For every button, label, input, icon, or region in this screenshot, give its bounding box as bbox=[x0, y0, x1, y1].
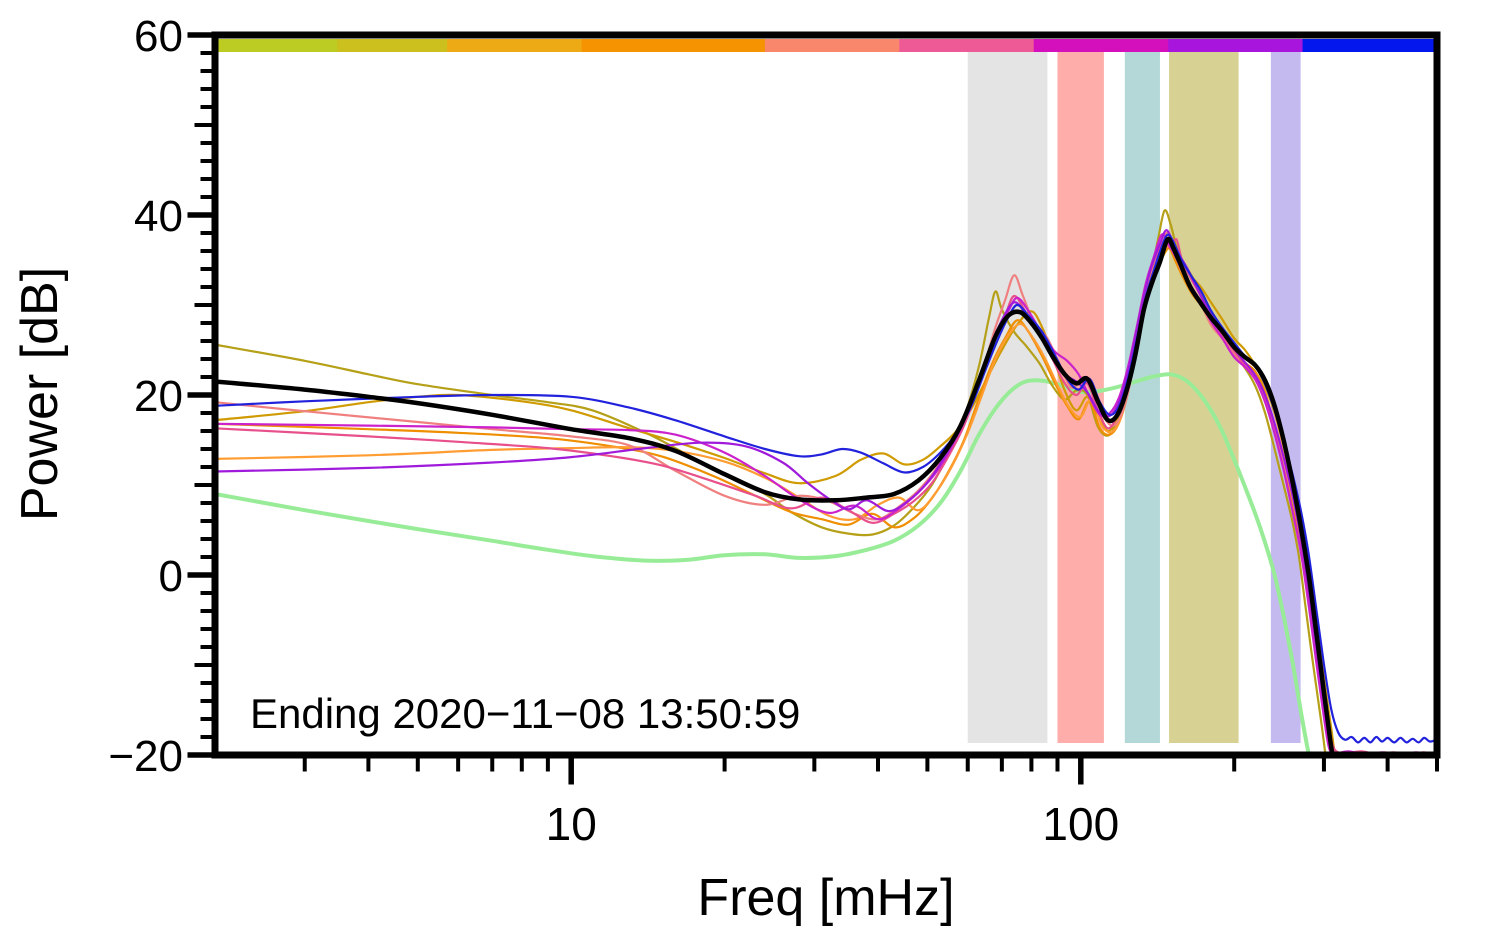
series-line-segment-purple bbox=[215, 229, 1333, 755]
x-tick-label: 10 bbox=[546, 798, 597, 850]
time-colorbar-segment-5 bbox=[899, 39, 1035, 52]
series-line-mean-spectrum-black bbox=[215, 236, 1335, 755]
y-tick-label: 60 bbox=[134, 12, 183, 61]
plot-area bbox=[215, 39, 1437, 755]
series-line-segment-orange bbox=[215, 247, 1334, 755]
ending-timestamp-annotation: Ending 2020−11−08 13:50:59 bbox=[250, 690, 801, 737]
time-colorbar-segment-4 bbox=[764, 39, 901, 52]
time-colorbar-segment-7 bbox=[1168, 39, 1304, 52]
y-tick-label: −20 bbox=[108, 732, 183, 781]
y-tick-label: 20 bbox=[134, 372, 183, 421]
time-colorbar-segment-8 bbox=[1302, 39, 1438, 52]
time-colorbar-segment-0 bbox=[215, 39, 339, 52]
x-tick-label: 100 bbox=[1042, 798, 1119, 850]
y-tick-label: 40 bbox=[134, 192, 183, 241]
series-line-segment-blue bbox=[215, 233, 1437, 744]
time-colorbar-segment-1 bbox=[337, 39, 449, 52]
y-tick-label: 0 bbox=[159, 552, 183, 601]
series-line-segment-green bbox=[215, 372, 1312, 755]
band-lavender bbox=[1270, 39, 1301, 743]
series-line-segment-magenta bbox=[215, 233, 1437, 755]
x-axis-label: Freq [mHz] bbox=[697, 869, 955, 927]
axes-frame bbox=[211, 31, 1441, 759]
series-line-segment-salmon bbox=[215, 231, 1437, 755]
band-teal bbox=[1124, 39, 1160, 743]
y-axis-label: Power [dB] bbox=[11, 266, 69, 522]
time-colorbar-segment-6 bbox=[1033, 39, 1170, 52]
time-colorbar-segment-3 bbox=[581, 39, 766, 52]
time-colorbar-segment-2 bbox=[447, 39, 583, 52]
band-olive bbox=[1169, 39, 1239, 743]
